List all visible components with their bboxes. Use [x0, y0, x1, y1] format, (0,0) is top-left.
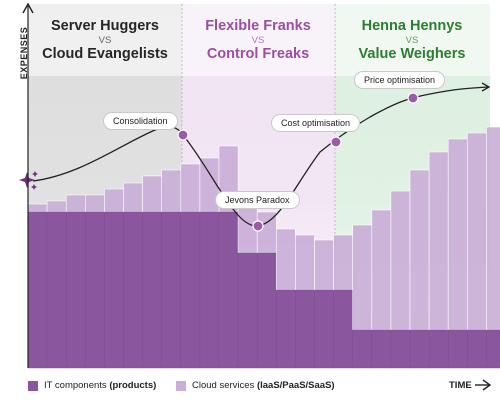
- era-1-line1: Server Huggers: [51, 18, 159, 34]
- legend-cloud-label: Cloud services: [192, 380, 255, 391]
- it-bar-3: [65, 211, 86, 369]
- era-2-vs: VS: [251, 35, 265, 46]
- event-consolidation: Consolidation: [103, 112, 178, 130]
- legend-cloud-bold: (IaaS/PaaS/SaaS): [256, 380, 335, 391]
- it-bar-11: [218, 211, 239, 369]
- it-bar-22: [428, 329, 449, 369]
- cloud-bar-18: [352, 224, 373, 331]
- era-2-line2: Control Freaks: [206, 46, 310, 62]
- cloud-bar-1: [27, 203, 48, 213]
- legend-it-bold: (products): [109, 380, 157, 391]
- cloud-bar-9: [180, 163, 201, 213]
- it-bar-9: [180, 211, 201, 369]
- event-cost-optimisation: Cost optimisation: [271, 114, 361, 132]
- legend-cloud-swatch: [176, 380, 186, 391]
- cloud-bar-6: [123, 182, 143, 213]
- era-3-line2: Value Weighers: [358, 46, 466, 62]
- legend-it-swatch: [28, 380, 38, 391]
- x-axis-label: TIME: [449, 380, 472, 391]
- it-bar-4: [85, 211, 105, 369]
- cloud-bar-25: [486, 126, 500, 331]
- it-bar-8: [161, 211, 181, 369]
- it-bar-16: [314, 289, 334, 369]
- it-bar-7: [142, 211, 162, 369]
- cloud-bar-20: [390, 190, 411, 331]
- cloud-bar-19: [371, 209, 392, 331]
- cloud-bar-7: [142, 175, 163, 213]
- cloud-bar-3: [65, 194, 86, 213]
- legend-it-components: IT components (products): [28, 380, 156, 391]
- it-bar-24: [467, 329, 487, 369]
- it-bar-10: [199, 211, 220, 369]
- sparkle-small-icon: [32, 171, 38, 177]
- it-bar-14: [276, 289, 296, 369]
- era-2-title: Flexible Franks VS Control Freaks: [183, 18, 333, 63]
- era-3-vs: VS: [405, 35, 419, 46]
- it-bar-25: [486, 329, 500, 369]
- event-marker-1: [177, 129, 189, 141]
- y-axis-arrow: [22, 2, 34, 14]
- era-1-line2: Cloud Evangelists: [42, 46, 168, 62]
- cloud-bar-14: [275, 228, 296, 291]
- era-2-line1: Flexible Franks: [205, 18, 311, 34]
- it-bar-1: [27, 211, 48, 369]
- era-1-title: Server Huggers VS Cloud Evangelists: [30, 18, 180, 63]
- sparkle-icon: [19, 172, 35, 188]
- it-bar-18: [352, 329, 373, 369]
- sparkle-small-icon-2: [31, 184, 37, 190]
- era-3-header: [335, 4, 490, 76]
- curve-arrowhead: [481, 82, 491, 92]
- cloud-bar-4: [85, 194, 105, 213]
- era-1-header: [28, 4, 182, 76]
- cloud-bar-16: [314, 239, 334, 291]
- event-jevons-paradox: Jevons Paradox: [215, 191, 300, 209]
- y-axis-label: EXPENSES: [19, 26, 29, 80]
- event-price-optimisation: Price optimisation: [354, 71, 446, 89]
- legend-cloud-services: Cloud services (IaaS/PaaS/SaaS): [176, 380, 335, 391]
- it-bar-21: [409, 329, 430, 369]
- cloud-bar-17: [333, 234, 354, 291]
- it-bar-15: [295, 289, 315, 369]
- cloud-bar-24: [466, 132, 487, 331]
- cloud-bar-23: [447, 138, 468, 331]
- event-marker-3: [330, 136, 342, 148]
- it-bar-20: [390, 329, 411, 369]
- era-2-header: [182, 4, 335, 76]
- it-bar-19: [371, 329, 392, 369]
- cloud-bar-8: [161, 169, 182, 213]
- cloud-bar-22: [428, 151, 449, 331]
- cloud-bar-2: [46, 200, 67, 213]
- cloud-bar-15: [295, 234, 315, 291]
- cloud-bar-21: [409, 169, 430, 331]
- it-bar-17: [333, 289, 353, 369]
- it-bar-13: [257, 252, 277, 369]
- it-bar-2: [46, 211, 67, 369]
- event-marker-2: [252, 220, 264, 232]
- it-bar-6: [123, 211, 143, 369]
- it-bar-12: [237, 252, 258, 369]
- era-3-title: Henna Hennys VS Value Weighers: [337, 18, 487, 63]
- cloud-bar-5: [104, 188, 124, 213]
- it-bar-23: [448, 329, 468, 369]
- legend-it-label: IT components: [44, 380, 107, 391]
- era-1-vs: VS: [98, 35, 112, 46]
- x-axis-arrow: [482, 379, 492, 391]
- era-3-line1: Henna Hennys: [361, 18, 463, 34]
- event-marker-4: [407, 92, 419, 104]
- it-bar-5: [104, 211, 124, 369]
